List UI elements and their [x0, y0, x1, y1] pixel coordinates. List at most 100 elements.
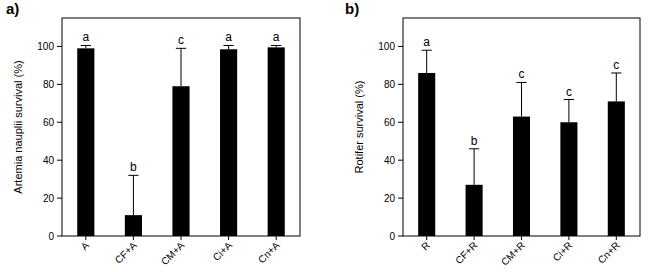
y-tick-label: 20 [43, 193, 55, 204]
panel: b)Rotifer survival (%)abccc020406080100R… [345, 0, 640, 268]
y-axis-label: Artemia nauplii survival (%) [12, 60, 24, 193]
panel: a) Artemia nauplii survival (%) a b c a a 0 20 40… [6, 0, 300, 267]
y-tick-label: 20 [384, 193, 396, 204]
y-tick [398, 46, 403, 47]
bar [220, 49, 237, 236]
bar [608, 101, 625, 236]
x-tick [181, 236, 182, 240]
error-bar [271, 45, 281, 47]
x-tick [568, 236, 569, 240]
x-tick [133, 236, 134, 240]
x-tick [228, 236, 229, 240]
annotation: c [566, 85, 572, 99]
annotation: a [225, 30, 232, 44]
y-tick-label: 100 [378, 41, 395, 52]
error-cap [271, 45, 281, 46]
error-line [228, 45, 229, 49]
x-tick [276, 236, 277, 240]
annotation: a [273, 30, 280, 44]
x-tick-label: R [419, 240, 432, 253]
plot-frame [403, 18, 640, 236]
y-tick-label: 40 [384, 155, 396, 166]
bar [466, 185, 483, 236]
error-line [568, 100, 569, 123]
error-cap [611, 72, 621, 73]
bar [418, 73, 435, 236]
x-tick-label: CF+R [453, 240, 479, 266]
x-tick-label: CM+A [159, 239, 187, 267]
error-cap [128, 175, 138, 176]
bar [268, 47, 285, 236]
y-tick [398, 198, 403, 199]
x-tick-label: Cn+A [256, 239, 282, 265]
bar [560, 122, 577, 236]
annotation: b [130, 160, 137, 174]
x-tick-label: Ci+A [211, 239, 235, 263]
bar [172, 86, 189, 236]
y-tick [398, 122, 403, 123]
x-tick [426, 236, 427, 240]
figure: a) Artemia nauplii survival (%) a b c a a 0 20 40… [0, 0, 663, 272]
annotation: b [471, 134, 478, 148]
y-tick-label: 80 [384, 79, 396, 90]
error-line [133, 175, 134, 215]
error-cap [564, 99, 574, 100]
error-bar [469, 149, 479, 185]
bar [125, 215, 142, 236]
error-cap [516, 82, 526, 83]
error-bar [81, 45, 91, 48]
error-cap [469, 148, 479, 149]
error-line [426, 50, 427, 73]
panel-label: a) [6, 0, 19, 17]
y-tick-label: 0 [48, 231, 54, 242]
bar [77, 48, 94, 236]
y-tick [57, 46, 62, 47]
error-bar [516, 82, 526, 116]
error-bar [564, 100, 574, 123]
y-tick-label: 100 [37, 41, 54, 52]
panel-label: b) [345, 0, 359, 17]
y-tick [57, 236, 62, 237]
x-tick-label: Cn+R [596, 240, 622, 266]
error-bar [176, 48, 186, 86]
x-tick [521, 236, 522, 240]
annotation: a [423, 35, 430, 49]
marks [418, 50, 625, 236]
x-tick-label: Ci+R [551, 240, 575, 264]
annotation: a [82, 30, 89, 44]
y-tick-label: 40 [43, 155, 55, 166]
error-bar [223, 45, 233, 49]
y-axis-label: Rotifer survival (%) [353, 81, 365, 174]
error-line [521, 82, 522, 116]
annotation: c [613, 58, 619, 72]
error-cap [176, 48, 186, 49]
bar [513, 117, 530, 236]
x-tick [85, 236, 86, 240]
x-tick-label: CF+A [113, 239, 139, 265]
annotation: c [519, 67, 525, 81]
y-tick [398, 236, 403, 237]
x-tick-label: A [79, 239, 92, 252]
error-line [616, 73, 617, 101]
error-bar [128, 175, 138, 215]
y-tick [398, 160, 403, 161]
y-tick [57, 160, 62, 161]
y-tick-label: 80 [43, 79, 55, 90]
x-tick [616, 236, 617, 240]
error-line [181, 48, 182, 86]
x-tick-label: CM+R [499, 240, 527, 268]
y-tick [398, 84, 403, 85]
error-bar [611, 73, 621, 101]
y-tick [57, 198, 62, 199]
plot-frame [62, 18, 300, 236]
error-cap [223, 45, 233, 46]
y-tick-label: 0 [389, 231, 395, 242]
annotation: c [178, 33, 184, 47]
y-tick [57, 122, 62, 123]
y-tick [57, 84, 62, 85]
y-tick-label: 60 [43, 117, 55, 128]
x-tick [474, 236, 475, 240]
error-bar [422, 50, 432, 73]
error-cap [81, 45, 91, 46]
error-line [474, 149, 475, 185]
